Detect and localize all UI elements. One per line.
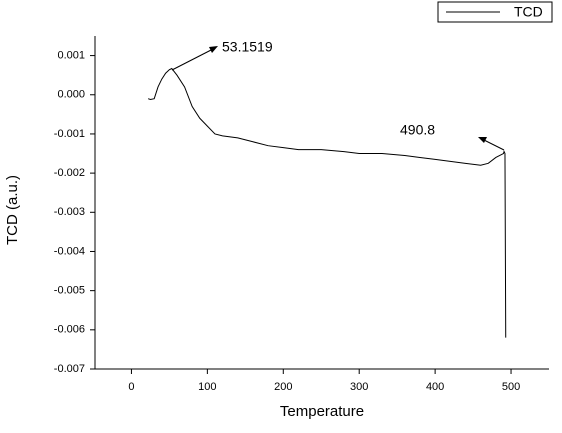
annotation: 53.1519 <box>222 39 273 55</box>
annotation-arrow <box>171 47 216 71</box>
x-tick-label: 500 <box>502 381 520 393</box>
arrowhead <box>209 46 218 53</box>
y-tick-label: -0.003 <box>54 206 85 218</box>
data-line <box>147 67 507 338</box>
y-tick-label: -0.007 <box>54 363 85 375</box>
y-tick-label: 0.000 <box>57 89 85 101</box>
x-tick-label: 0 <box>128 381 134 393</box>
y-tick-label: 0.001 <box>57 49 85 61</box>
legend-label: TCD <box>514 4 543 20</box>
x-tick-label: 200 <box>274 381 292 393</box>
y-tick-label: -0.005 <box>54 285 85 297</box>
y-tick-label: -0.006 <box>54 324 85 336</box>
y-tick-label: -0.004 <box>54 245 85 257</box>
annotation-arrow <box>481 138 505 151</box>
y-tick-label: -0.001 <box>54 128 85 140</box>
x-tick-label: 300 <box>350 381 368 393</box>
x-tick-label: 400 <box>426 381 444 393</box>
y-tick-label: -0.002 <box>54 167 85 179</box>
arrowhead <box>478 137 487 143</box>
x-axis-title: Temperature <box>280 403 364 420</box>
x-tick-label: 100 <box>198 381 216 393</box>
y-axis-title: TCD (a.u.) <box>4 175 21 245</box>
annotation: 490.8 <box>400 122 435 138</box>
